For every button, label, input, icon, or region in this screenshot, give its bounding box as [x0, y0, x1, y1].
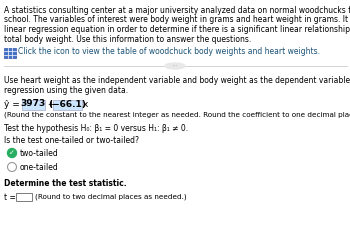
Text: (Round to two decimal places as needed.): (Round to two decimal places as needed.) — [35, 193, 187, 199]
Text: regression using the given data.: regression using the given data. — [4, 86, 128, 95]
Text: ···: ··· — [172, 64, 177, 68]
Circle shape — [7, 162, 16, 172]
FancyBboxPatch shape — [16, 193, 32, 201]
Text: Test the hypothesis H₀: β₁ = 0 versus H₁: β₁ ≠ 0.: Test the hypothesis H₀: β₁ = 0 versus H₁… — [4, 124, 188, 133]
Text: ŷ =: ŷ = — [4, 100, 23, 109]
Text: Click the icon to view the table of woodchuck body weights and heart weights.: Click the icon to view the table of wood… — [18, 47, 320, 56]
Text: Is the test one-tailed or two-tailed?: Is the test one-tailed or two-tailed? — [4, 136, 139, 145]
Text: linear regression equation in order to determine if there is a significant linea: linear regression equation in order to d… — [4, 25, 350, 34]
Text: ✓: ✓ — [9, 150, 15, 156]
FancyBboxPatch shape — [52, 100, 82, 109]
FancyBboxPatch shape — [21, 100, 44, 109]
Text: Use heart weight as the independent variable and body weight as the dependent va: Use heart weight as the independent vari… — [4, 76, 350, 85]
Text: school. The variables of interest were body weight in grams and heart weight in : school. The variables of interest were b… — [4, 16, 350, 24]
Text: t =: t = — [4, 193, 16, 202]
Text: 3973: 3973 — [20, 100, 46, 108]
Text: one-tailed: one-tailed — [20, 163, 59, 172]
Text: two-tailed: two-tailed — [20, 149, 59, 158]
FancyBboxPatch shape — [4, 48, 16, 58]
Text: +: + — [45, 100, 58, 109]
Text: total body weight. Use this information to answer the questions.: total body weight. Use this information … — [4, 35, 251, 43]
Text: (−66.1): (−66.1) — [48, 100, 86, 108]
Circle shape — [7, 149, 16, 157]
Text: Determine the test statistic.: Determine the test statistic. — [4, 179, 127, 188]
Text: x: x — [83, 100, 88, 109]
Text: A statistics consulting center at a major university analyzed data on normal woo: A statistics consulting center at a majo… — [4, 6, 350, 15]
Text: (Round the constant to the nearest integer as needed. Round the coefficient to o: (Round the constant to the nearest integ… — [4, 112, 350, 119]
Ellipse shape — [165, 63, 185, 69]
